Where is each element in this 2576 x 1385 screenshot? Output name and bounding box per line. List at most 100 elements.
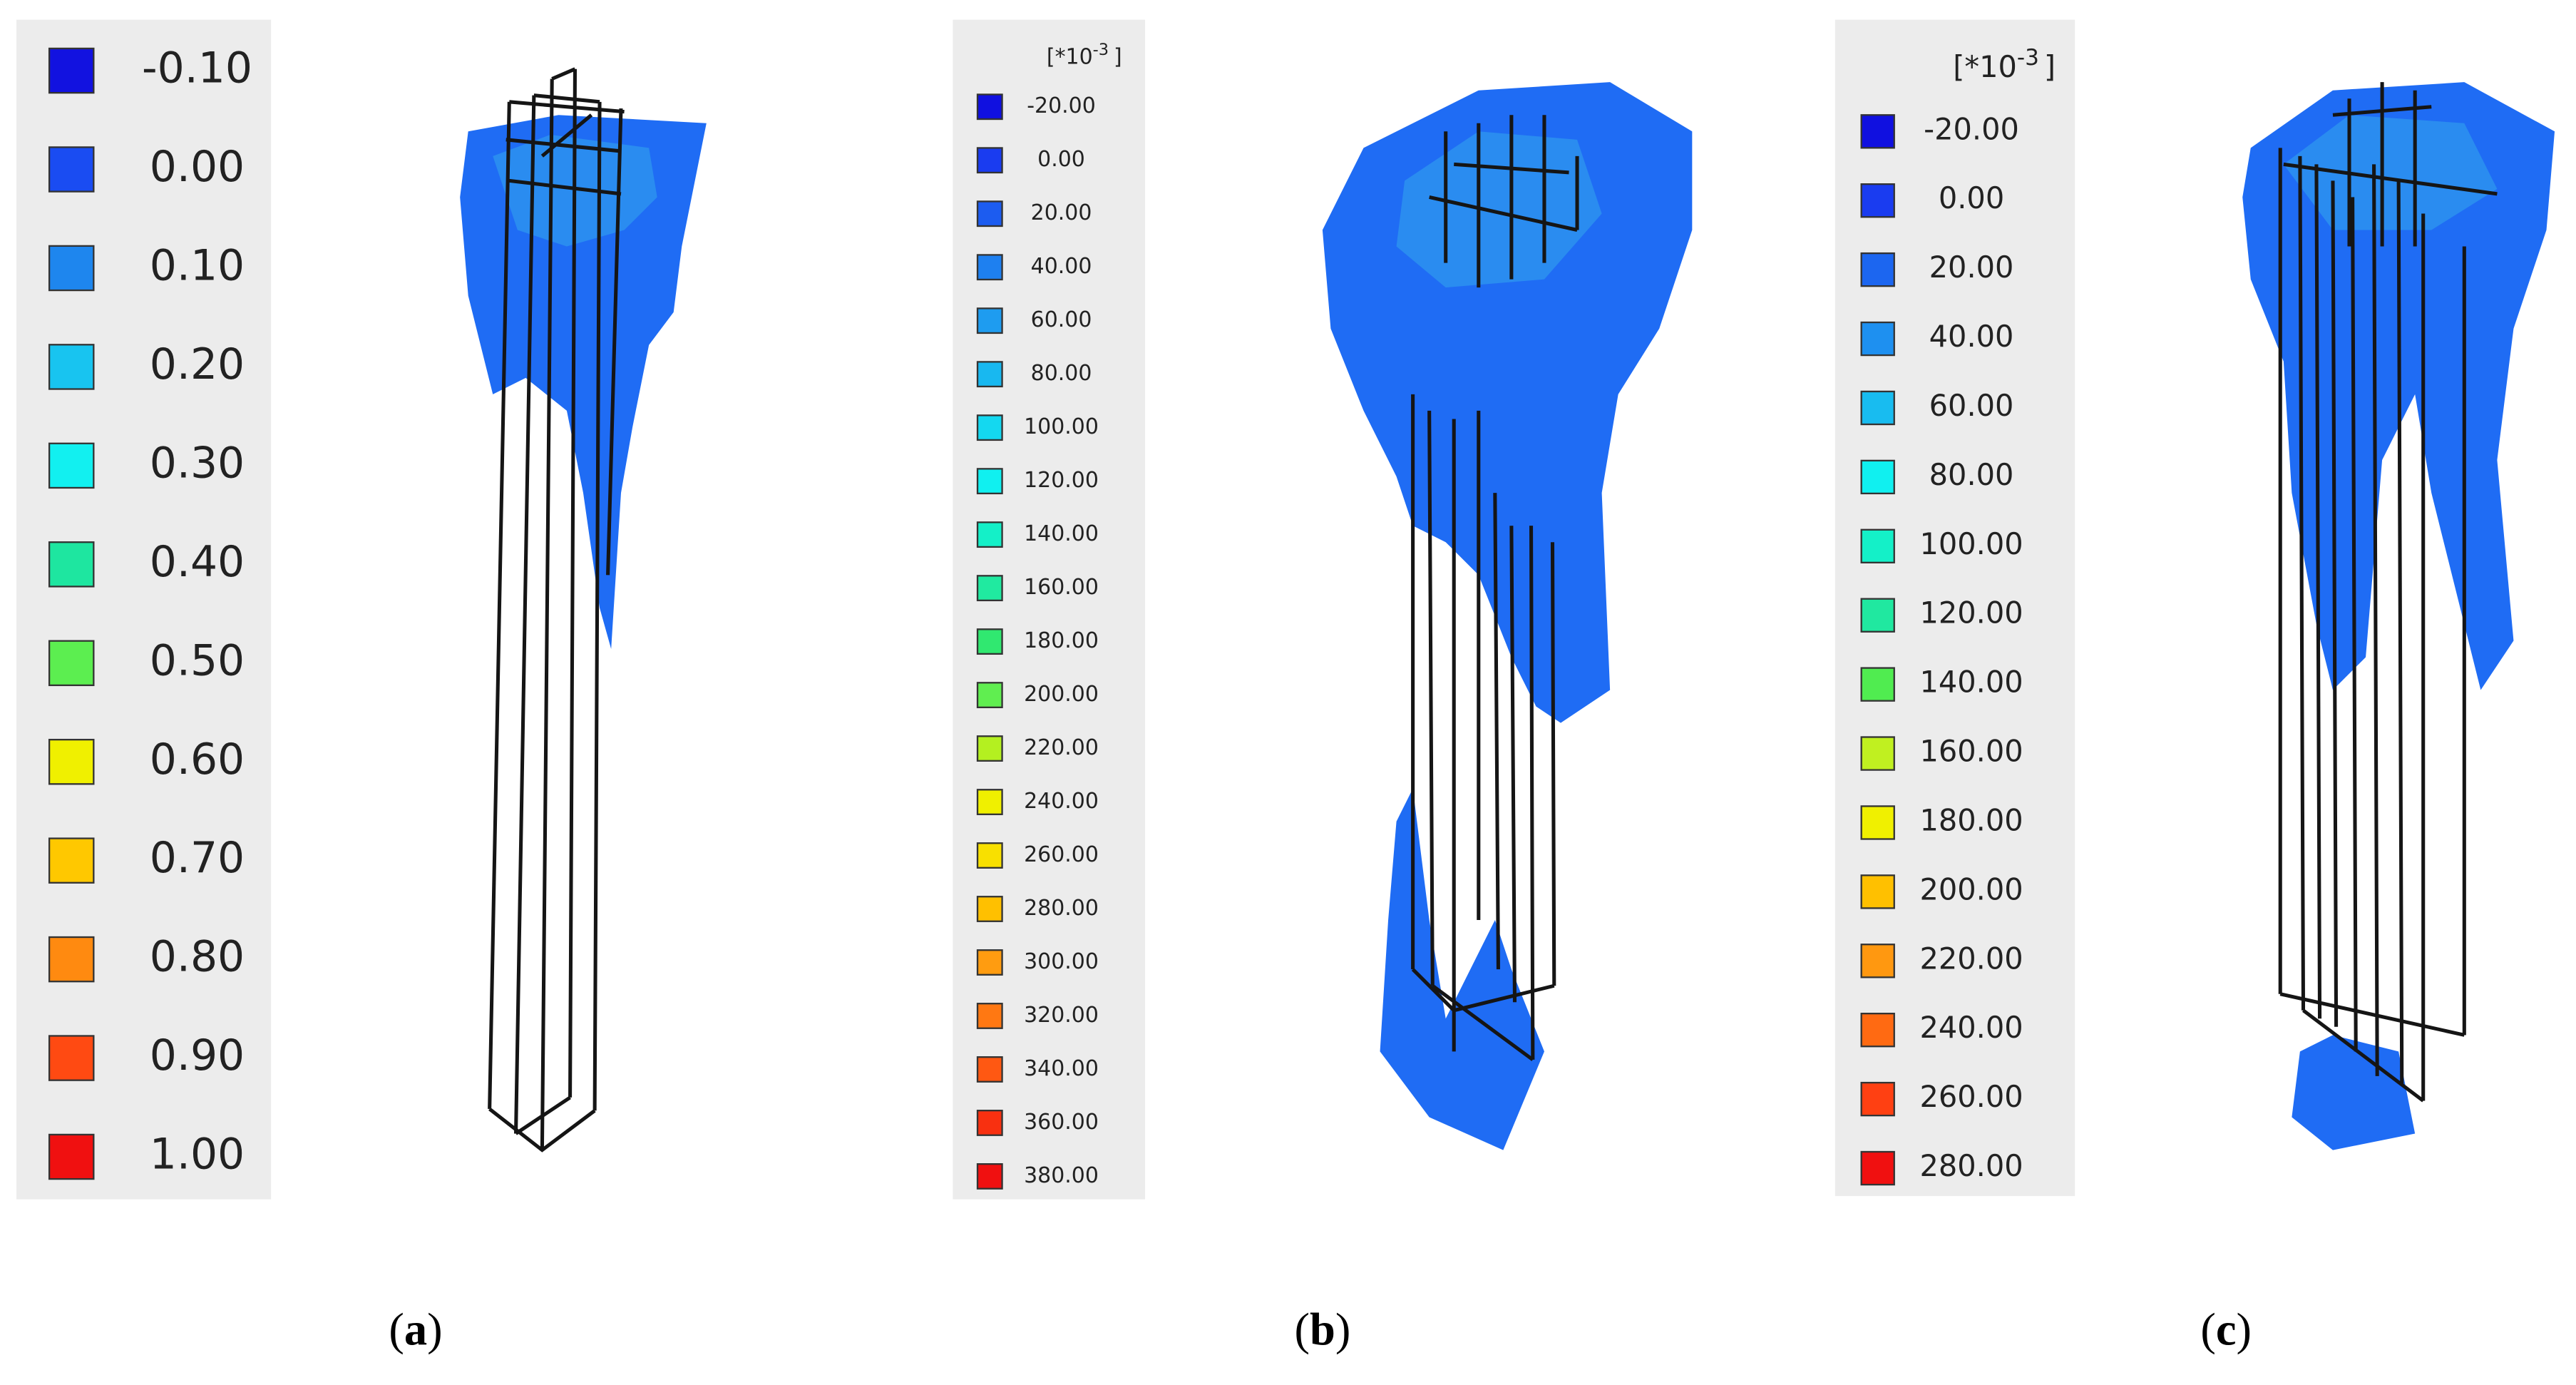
legend-label: 0.70 xyxy=(150,833,245,883)
legend-label: 0.40 xyxy=(150,537,245,587)
legend-label: 100.00 xyxy=(1024,414,1099,439)
legend-swatch xyxy=(1860,459,1895,495)
unit-base: [*10 xyxy=(1047,44,1093,69)
legend-swatch xyxy=(1860,667,1895,702)
caption: (b) xyxy=(1294,1304,1350,1354)
legend-label: 20.00 xyxy=(1929,250,2014,285)
legend-swatch xyxy=(48,936,95,983)
legend-swatch xyxy=(976,789,1003,815)
legend-label: 200.00 xyxy=(1024,682,1099,707)
legend-label: 120.00 xyxy=(1024,468,1099,493)
legend-label: 180.00 xyxy=(1919,803,2023,837)
render-c xyxy=(2242,82,2555,1150)
legend-label: 160.00 xyxy=(1024,575,1099,600)
legend-swatch xyxy=(976,147,1003,174)
legend-swatch xyxy=(976,1110,1003,1136)
legend-swatch xyxy=(976,1163,1003,1190)
caption-letter: b xyxy=(1310,1304,1335,1354)
legend-unit: [*10-3] xyxy=(1953,45,2056,84)
legend-unit: [*10-3] xyxy=(1047,41,1122,69)
legend-label: 300.00 xyxy=(1024,949,1099,974)
legend-label: 0.80 xyxy=(150,932,245,982)
caption-paren: ) xyxy=(2237,1304,2252,1354)
legend-swatch xyxy=(976,628,1003,655)
legend-label: -20.00 xyxy=(1027,93,1096,118)
caption: (c) xyxy=(2200,1304,2252,1354)
legend-swatch xyxy=(976,949,1003,976)
legend-label: 220.00 xyxy=(1919,941,2023,976)
caption-paren: ( xyxy=(2200,1304,2215,1354)
legend-swatch xyxy=(1860,1013,1895,1048)
legend-label: 120.00 xyxy=(1919,596,2023,630)
legend-panel xyxy=(16,19,272,1200)
legend-label: -0.10 xyxy=(142,44,252,93)
legend-swatch xyxy=(1860,1081,1895,1117)
legend-swatch xyxy=(48,442,95,489)
legend-swatch xyxy=(1860,252,1895,287)
render-a xyxy=(460,67,707,1153)
legend-swatch xyxy=(976,521,1003,548)
legend-swatch xyxy=(976,307,1003,334)
legend-swatch xyxy=(976,842,1003,869)
legend-label: 40.00 xyxy=(1929,320,2014,354)
legend-label: 0.30 xyxy=(150,438,245,488)
legend-swatch xyxy=(1860,874,1895,909)
legend-label: 1.00 xyxy=(150,1130,245,1180)
legend-swatch xyxy=(976,575,1003,602)
legend-swatch xyxy=(976,93,1003,121)
legend-label: 200.00 xyxy=(1919,872,2023,906)
legend-swatch xyxy=(1860,390,1895,426)
legend-swatch xyxy=(976,468,1003,495)
legend-swatch xyxy=(48,245,95,292)
legend-label: 360.00 xyxy=(1024,1110,1099,1135)
legend-label: 320.00 xyxy=(1024,1003,1099,1028)
legend-label: 260.00 xyxy=(1919,1080,2023,1114)
legend-label: 0.50 xyxy=(150,635,245,685)
legend-label: 160.00 xyxy=(1919,735,2023,769)
legend-label: 0.00 xyxy=(1037,147,1085,172)
legend-swatch xyxy=(1860,944,1895,978)
caption-paren: ( xyxy=(1294,1304,1309,1354)
legend-swatch xyxy=(48,1133,95,1180)
legend-swatch xyxy=(976,200,1003,228)
legend-label: 0.90 xyxy=(150,1031,245,1080)
unit-close: ] xyxy=(2044,50,2056,84)
legend-label: 40.00 xyxy=(1031,254,1092,279)
caption-paren: ) xyxy=(427,1304,442,1354)
legend-swatch xyxy=(48,344,95,390)
legend-label: -20.00 xyxy=(1924,112,2019,146)
legend-swatch xyxy=(48,738,95,785)
legend-swatch xyxy=(48,541,95,588)
legend-label: 0.00 xyxy=(150,142,245,192)
legend-label: 80.00 xyxy=(1929,458,2014,492)
legend-swatch xyxy=(976,682,1003,709)
legend-label: 220.00 xyxy=(1024,735,1099,760)
unit-base: [*10 xyxy=(1953,50,2017,84)
legend-label: 180.00 xyxy=(1024,628,1099,653)
legend-swatch xyxy=(976,1003,1003,1029)
legend-swatch xyxy=(976,896,1003,922)
caption-paren: ( xyxy=(389,1304,404,1354)
legend-swatch xyxy=(48,47,95,94)
legend-label: 0.00 xyxy=(1939,181,2004,215)
legend-swatch xyxy=(976,735,1003,762)
legend-swatch xyxy=(1860,114,1895,149)
legend-label: 0.20 xyxy=(150,339,245,389)
legend-swatch xyxy=(1860,321,1895,357)
legend-label: 140.00 xyxy=(1024,521,1099,546)
legend-swatch xyxy=(976,1056,1003,1083)
caption-paren: ) xyxy=(1335,1304,1350,1354)
legend-label: 60.00 xyxy=(1929,389,2014,423)
legend-swatch xyxy=(1860,598,1895,633)
legend-label: 0.10 xyxy=(150,241,245,291)
caption-letter: c xyxy=(2216,1304,2237,1354)
legend-swatch xyxy=(1860,528,1895,563)
unit-close: ] xyxy=(1114,44,1122,69)
legend-label: 240.00 xyxy=(1024,789,1099,814)
legend-swatch xyxy=(976,361,1003,388)
legend-label: 280.00 xyxy=(1919,1149,2023,1183)
legend-swatch xyxy=(1860,183,1895,218)
legend-label: 60.00 xyxy=(1031,307,1092,332)
